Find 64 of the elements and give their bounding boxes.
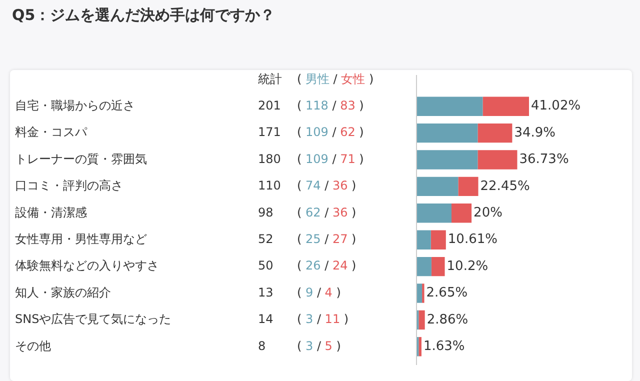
text: ( 9 / 4 ) [297, 285, 341, 300]
bar [430, 230, 446, 250]
bar [417, 96, 483, 116]
text: 52 [258, 232, 274, 246]
text: Q5：ジムを選んだ決め手は何ですか？ [12, 6, 276, 25]
bar [417, 284, 422, 303]
text: 男性 [305, 72, 330, 86]
text: ( 3 / 5 ) [297, 338, 341, 353]
bar [417, 150, 478, 170]
text: 統計 [258, 72, 282, 86]
y-tick-label: 女性専用・男性専用など [15, 232, 147, 246]
annotation: 1.63% [423, 339, 465, 354]
bar [458, 176, 478, 196]
annotation: 10.2% [446, 258, 488, 274]
bar [418, 310, 425, 330]
bar [478, 150, 518, 170]
annotation: 36.73% [519, 152, 569, 168]
bar [431, 256, 445, 276]
text: ( 3 / 11 ) [297, 312, 349, 326]
bar [417, 123, 478, 143]
text: 8 [258, 338, 266, 353]
bar [418, 337, 422, 356]
text: 女性 [341, 72, 366, 86]
y-tick-label: トレーナーの質・雰囲気 [15, 152, 147, 166]
y-tick-label: 体験無料などの入りやすさ [15, 258, 159, 273]
annotation: 41.02% [531, 98, 581, 114]
text: ( 25 / 27 ) [297, 232, 356, 246]
annotation: 34.9% [514, 125, 556, 140]
text: 180 [258, 152, 281, 166]
text: 171 [258, 125, 281, 140]
text: ( 74 / 36 ) [297, 178, 356, 193]
bar [482, 96, 529, 116]
annotation: 2.65% [426, 286, 468, 301]
y-tick-label: 口コミ・評判の高さ [15, 178, 123, 193]
text: / [333, 72, 338, 86]
text: ( 109 / 62 ) [297, 125, 364, 140]
annotation: 22.45% [480, 178, 530, 194]
text: 201 [258, 98, 281, 112]
text: 13 [258, 285, 274, 300]
text: 98 [258, 205, 274, 220]
text: ( 62 / 36 ) [297, 205, 356, 220]
bar [417, 230, 431, 250]
annotation: 10.61% [448, 232, 498, 248]
y-tick-label: 知人・家族の紹介 [15, 285, 111, 300]
bar [417, 256, 432, 276]
annotation: 20% [474, 206, 502, 221]
text: ( 118 / 83 ) [297, 98, 364, 112]
bar [417, 204, 452, 223]
bar [478, 123, 512, 143]
text: 14 [258, 312, 274, 326]
y-tick-label: 料金・コスパ [15, 125, 88, 140]
text: 110 [258, 178, 281, 193]
bar [417, 176, 458, 196]
text: 50 [258, 258, 274, 273]
text: ( 109 / 71 ) [297, 152, 364, 166]
text: ( [297, 72, 302, 86]
y-tick-label: 自宅・職場からの近さ [15, 98, 135, 112]
annotation: 2.86% [426, 312, 468, 328]
bar [451, 204, 472, 223]
text: ) [368, 72, 374, 86]
text: ( 26 / 24 ) [297, 258, 356, 273]
y-tick-label: SNSや広告で見て気になった [15, 312, 172, 326]
y-tick-label: 設備・清潔感 [15, 205, 87, 220]
y-tick-label: その他 [15, 338, 51, 353]
